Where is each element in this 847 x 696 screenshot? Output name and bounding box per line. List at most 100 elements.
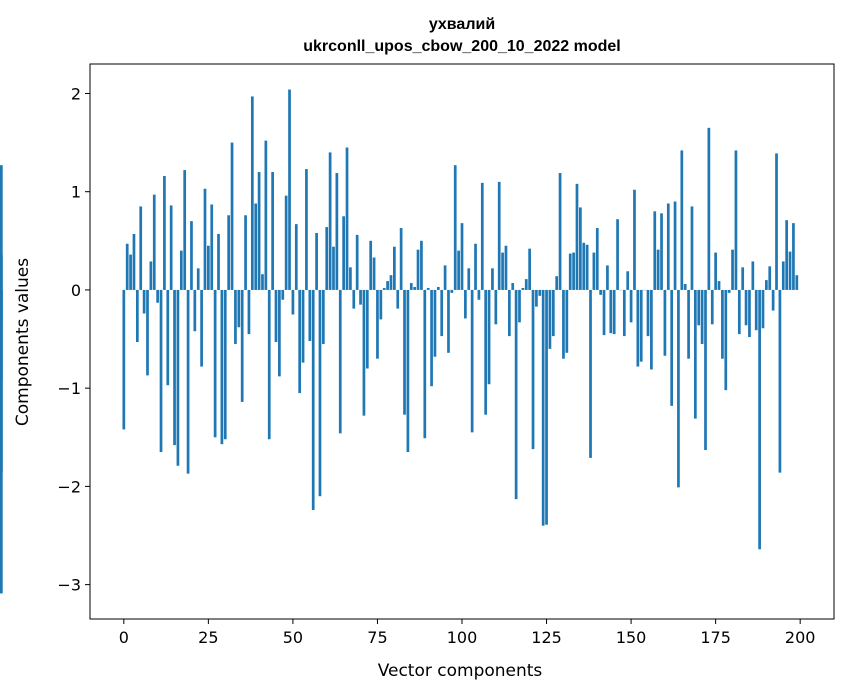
bar: [710, 289, 714, 325]
bar: [311, 289, 315, 510]
bar: [616, 219, 619, 290]
bar: [389, 275, 393, 290]
bar: [693, 289, 697, 419]
bar: [633, 189, 636, 290]
bar: [531, 289, 535, 450]
bar: [545, 289, 548, 525]
bar: [501, 252, 504, 290]
bar: [660, 213, 663, 290]
bar: [795, 275, 799, 290]
bar: [261, 274, 264, 290]
bar: [291, 289, 295, 315]
bar: [125, 243, 129, 290]
bar: [792, 223, 795, 290]
bar: [606, 265, 609, 290]
bar: [250, 96, 254, 290]
bar: [775, 153, 778, 290]
bar: [220, 289, 224, 445]
bar: [149, 261, 153, 290]
x-tick-label: 175: [700, 628, 731, 647]
bar: [579, 207, 582, 290]
bar: [142, 289, 146, 314]
bar: [511, 283, 515, 290]
x-tick-label: 25: [198, 628, 218, 647]
bar: [403, 289, 406, 415]
bar: [352, 289, 356, 309]
bar: [267, 289, 271, 440]
bar: [223, 289, 227, 440]
bar: [430, 289, 433, 387]
x-tick-label: 150: [616, 628, 647, 647]
bar: [179, 250, 183, 290]
bar: [741, 267, 745, 290]
bar: [464, 289, 467, 319]
bar: [697, 289, 701, 326]
bar: [629, 289, 633, 323]
bar: [359, 289, 362, 305]
bar: [653, 211, 657, 290]
x-axis-ticks: 0 25 50 75 100 125 150 175 200: [119, 619, 815, 647]
bar: [217, 233, 220, 290]
bar: [514, 289, 518, 500]
bar: [369, 240, 373, 290]
y-tick-label: 2: [71, 84, 81, 103]
bar: [183, 170, 187, 290]
bar: [152, 194, 156, 290]
bar: [714, 252, 717, 290]
bar: [734, 150, 738, 290]
bar: [342, 216, 345, 290]
bar: [727, 289, 731, 293]
bar: [440, 289, 444, 337]
bar: [301, 289, 305, 363]
bar: [457, 250, 460, 290]
bar: [169, 205, 173, 290]
bar: [298, 289, 302, 394]
bar: [470, 289, 474, 433]
bar: [193, 289, 197, 332]
bar: [612, 289, 616, 335]
bar: [393, 246, 396, 290]
bar: [724, 289, 728, 391]
bar: [288, 89, 291, 290]
bar: [413, 286, 417, 290]
bar: [315, 232, 318, 290]
bar: [666, 203, 670, 290]
y-tick-label: 0: [71, 281, 81, 300]
bar: [325, 227, 329, 290]
bar: [247, 289, 251, 335]
bar: [788, 251, 792, 290]
bar: [785, 220, 789, 290]
bar: [541, 289, 545, 526]
bar: [568, 253, 572, 290]
bar: [673, 201, 677, 290]
bar: [426, 287, 430, 290]
bar: [372, 257, 376, 290]
bar: [717, 281, 721, 290]
bar: [210, 204, 214, 290]
bar: [765, 280, 768, 290]
bar: [416, 249, 420, 290]
bar: [484, 289, 488, 415]
x-tick-label: 100: [447, 628, 478, 647]
bar: [663, 289, 667, 356]
bar: [460, 223, 464, 290]
bar: [595, 228, 599, 290]
bar: [345, 147, 349, 290]
bar: [575, 183, 579, 290]
bar: [524, 279, 528, 290]
y-tick-label: 1: [71, 183, 81, 202]
bar: [284, 195, 288, 290]
bar: [551, 289, 555, 337]
bar: [521, 287, 525, 290]
bar: [781, 261, 785, 290]
bar: [585, 244, 589, 290]
bar: [700, 289, 704, 344]
bar: [200, 289, 203, 367]
bar: [409, 283, 413, 290]
bar: [294, 224, 298, 290]
bar: [680, 150, 684, 290]
bar: [477, 289, 481, 300]
bar: [565, 289, 569, 353]
bar: [737, 289, 741, 335]
bar: [754, 289, 758, 331]
